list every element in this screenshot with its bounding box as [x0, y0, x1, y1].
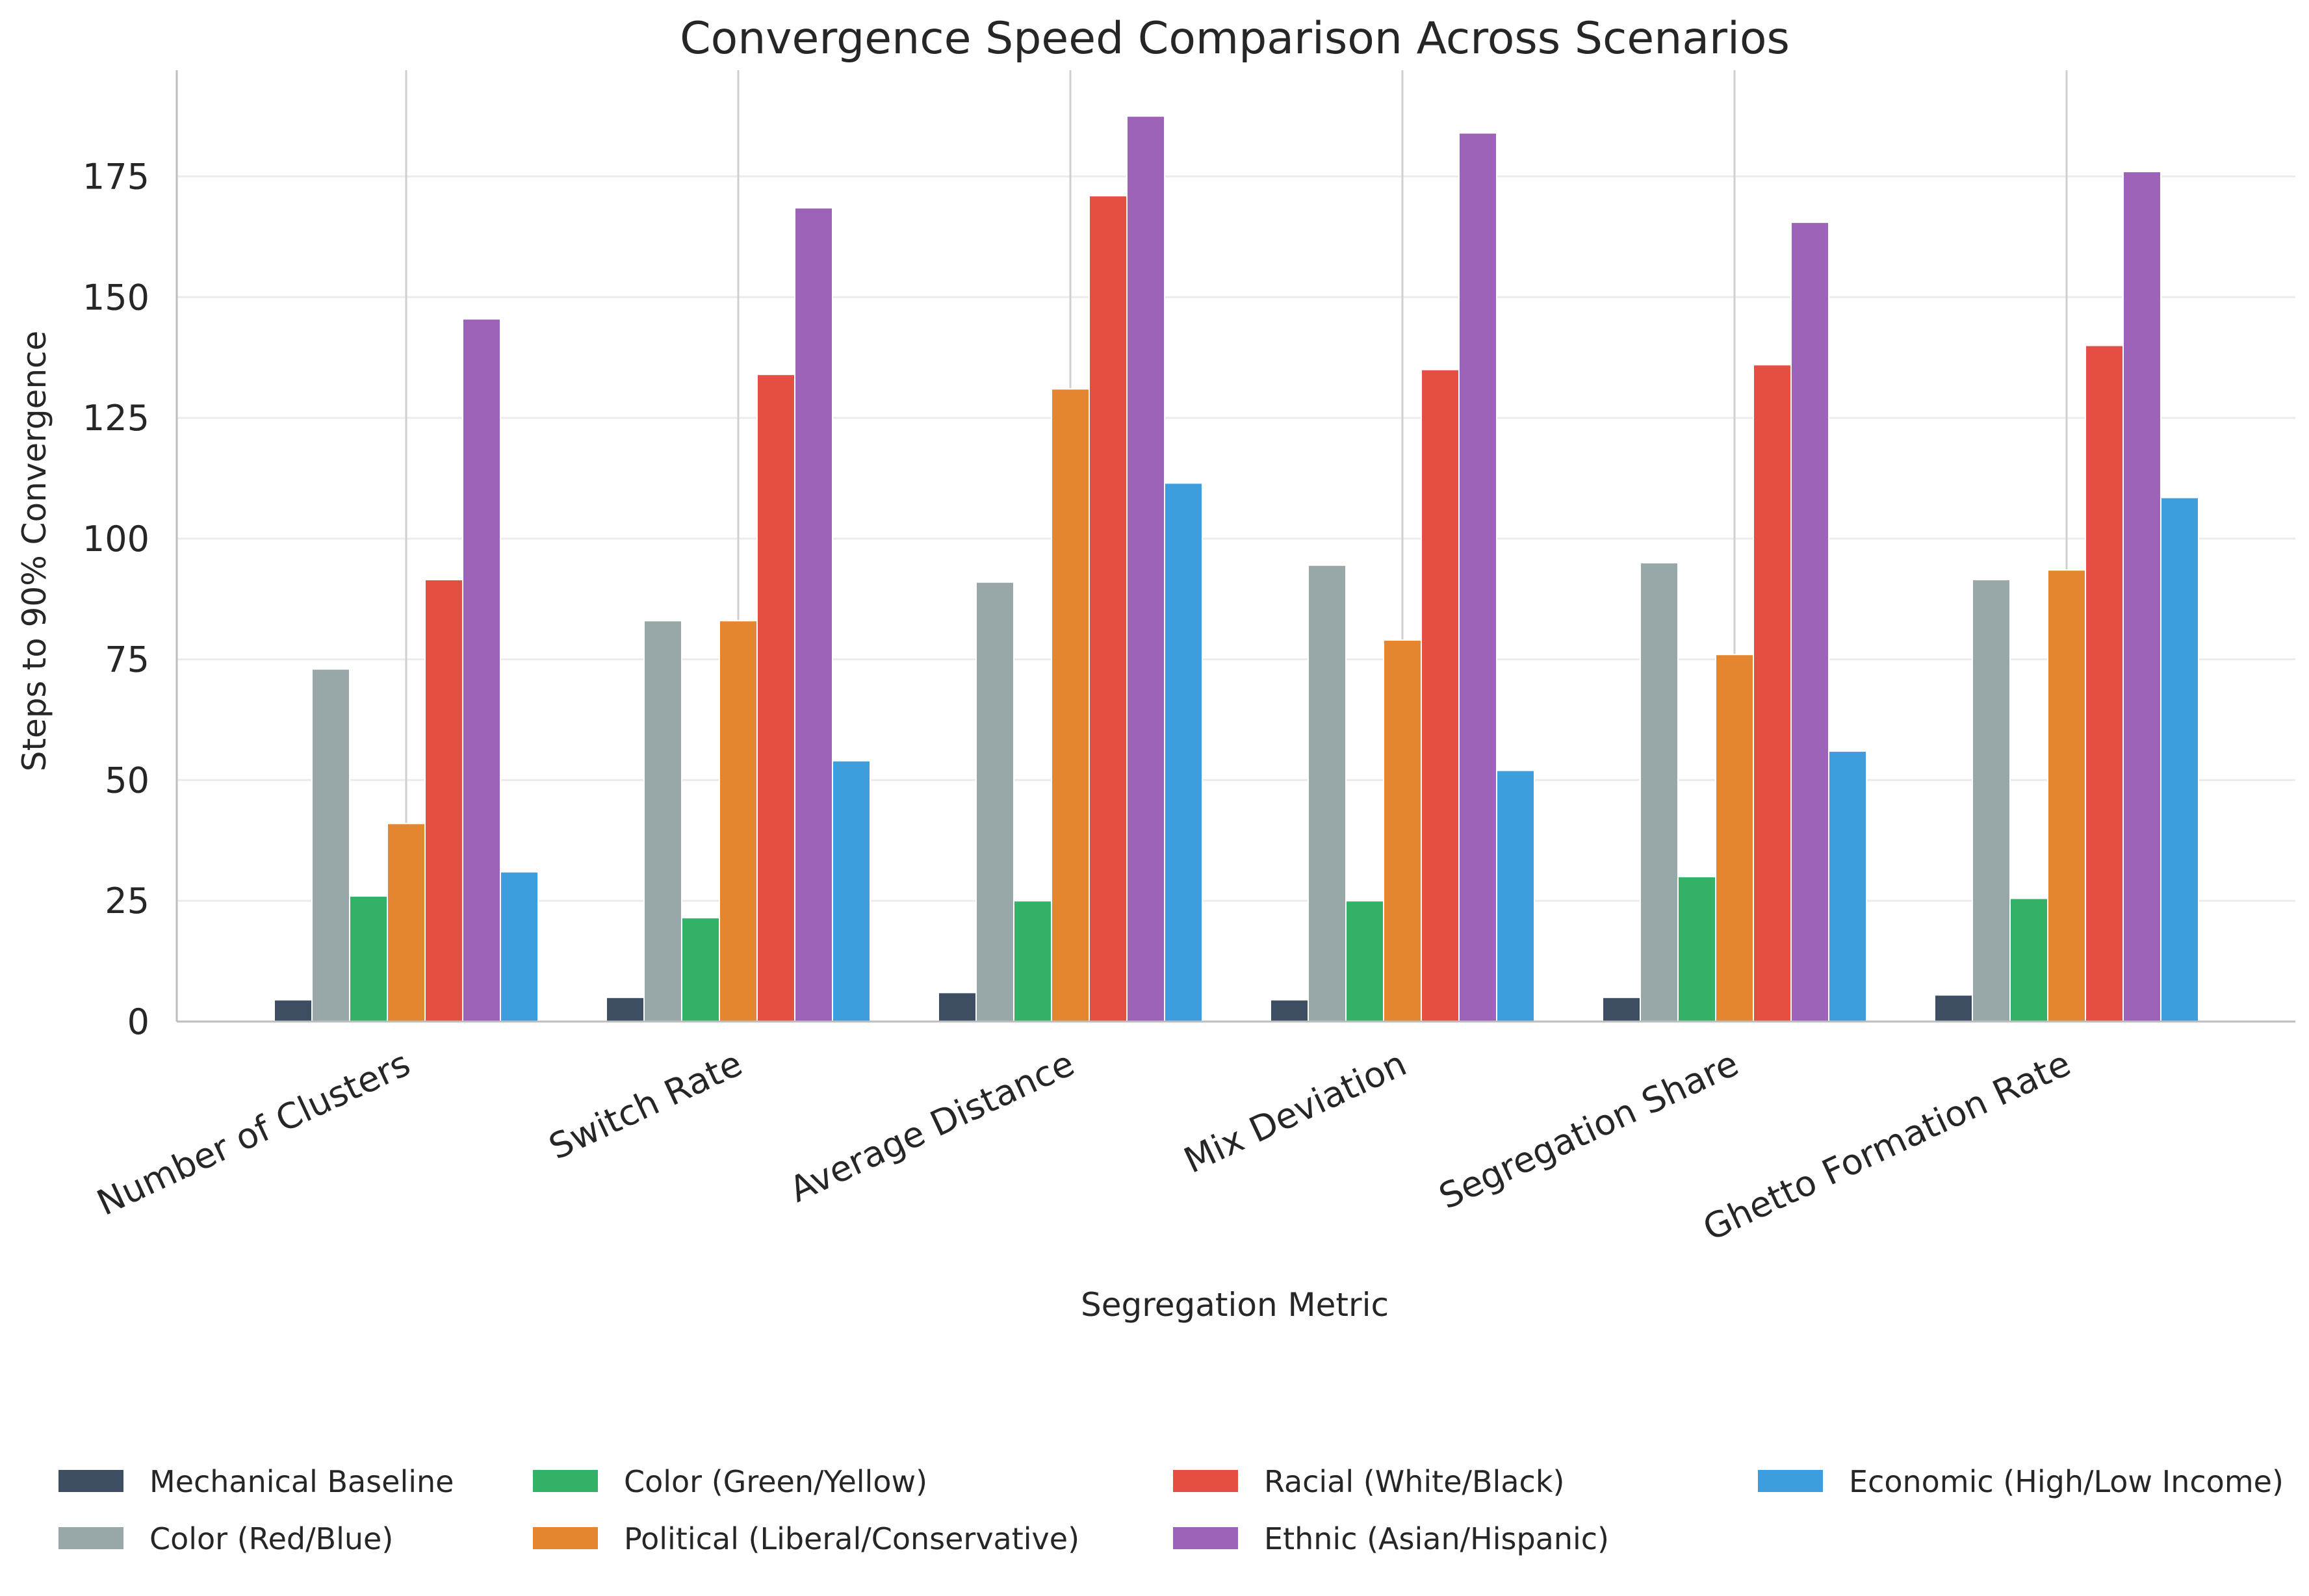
bar-3-1	[719, 620, 758, 1022]
x-tick-label: Ghetto Formation Rate	[1697, 1043, 2076, 1249]
y-tick-label: 100	[83, 519, 149, 560]
bar-3-4	[1715, 654, 1754, 1022]
bar-2-3	[1345, 900, 1384, 1023]
legend-swatch	[533, 1470, 598, 1492]
bar-4-0	[424, 579, 463, 1022]
bar-5-2	[1126, 115, 1165, 1022]
x-tick-label: Segregation Share	[1433, 1043, 1745, 1217]
x-tick-label: Average Distance	[783, 1043, 1080, 1211]
y-tick-label: 0	[127, 1001, 149, 1042]
bar-0-2	[938, 992, 977, 1022]
bar-6-3	[1496, 769, 1535, 1023]
bar-5-3	[1458, 132, 1497, 1022]
bar-1-0	[311, 668, 350, 1022]
bar-1-5	[1972, 579, 2011, 1022]
legend: Mechanical Baseline Color (Red/Blue) Color…	[58, 1464, 2284, 1556]
bar-1-2	[975, 581, 1014, 1022]
x-axis-label: Segregation Metric	[1081, 1286, 1389, 1324]
legend-label: Ethnic (Asian/Hispanic)	[1264, 1521, 1609, 1556]
legend-swatch	[1173, 1527, 1238, 1549]
legend-label: Color (Red/Blue)	[149, 1521, 393, 1556]
bar-6-2	[1164, 482, 1203, 1022]
bar-2-5	[2009, 897, 2048, 1022]
bar-4-5	[2085, 344, 2124, 1023]
legend-label: Racial (White/Black)	[1264, 1464, 1564, 1499]
bar-2-1	[681, 917, 720, 1023]
legend-label: Mechanical Baseline	[149, 1464, 454, 1499]
legend-swatch	[533, 1527, 598, 1549]
bar-4-4	[1753, 364, 1792, 1022]
bar-3-0	[387, 823, 426, 1023]
bar-5-5	[2122, 171, 2161, 1022]
legend-label: Economic (High/Low Income)	[1849, 1464, 2284, 1499]
legend-swatch	[1758, 1470, 1823, 1492]
y-tick-label: 50	[105, 760, 149, 801]
legend-swatch	[58, 1470, 123, 1492]
bar-1-4	[1640, 562, 1679, 1022]
bar-4-2	[1089, 195, 1128, 1022]
bar-3-5	[2047, 569, 2086, 1022]
bar-0-0	[274, 999, 313, 1022]
y-axis-label: Steps to 90% Convergence	[16, 331, 53, 772]
legend-label: Color (Green/Yellow)	[624, 1464, 927, 1499]
legend-swatch	[1173, 1470, 1238, 1492]
bar-5-0	[462, 318, 501, 1022]
bar-1-3	[1308, 564, 1347, 1022]
y-tick-label: 150	[83, 277, 149, 318]
bar-1-1	[643, 620, 682, 1022]
bar-0-3	[1270, 999, 1309, 1022]
bar-0-4	[1602, 996, 1641, 1023]
bar-0-5	[1934, 994, 1973, 1023]
x-tick-label: Mix Deviation	[1178, 1043, 1412, 1181]
x-tick-label: Number of Clusters	[91, 1043, 417, 1224]
bar-0-1	[606, 996, 645, 1023]
bar-4-3	[1421, 368, 1460, 1022]
legend-swatch	[58, 1527, 123, 1549]
bar-6-0	[500, 871, 539, 1023]
bar-6-1	[832, 760, 871, 1023]
bar-2-0	[349, 895, 388, 1023]
bar-6-5	[2160, 496, 2199, 1022]
bar-2-2	[1013, 900, 1052, 1023]
y-tick-label: 125	[83, 398, 149, 439]
bar-3-2	[1051, 388, 1090, 1022]
x-tick-label: Switch Rate	[543, 1043, 748, 1168]
chart-title: Convergence Speed Comparison Across Scen…	[680, 13, 1790, 64]
y-tick-label: 175	[83, 156, 149, 197]
bars-layer	[274, 115, 2199, 1023]
bar-6-4	[1828, 750, 1867, 1022]
y-tick-label: 25	[105, 881, 149, 921]
bar-5-1	[794, 207, 833, 1022]
bar-4-1	[756, 374, 795, 1022]
bar-2-4	[1677, 876, 1716, 1022]
y-tick-label: 75	[105, 639, 149, 680]
legend-label: Political (Liberal/Conservative)	[624, 1521, 1079, 1556]
bar-3-3	[1383, 639, 1422, 1022]
bar-5-4	[1790, 222, 1829, 1022]
